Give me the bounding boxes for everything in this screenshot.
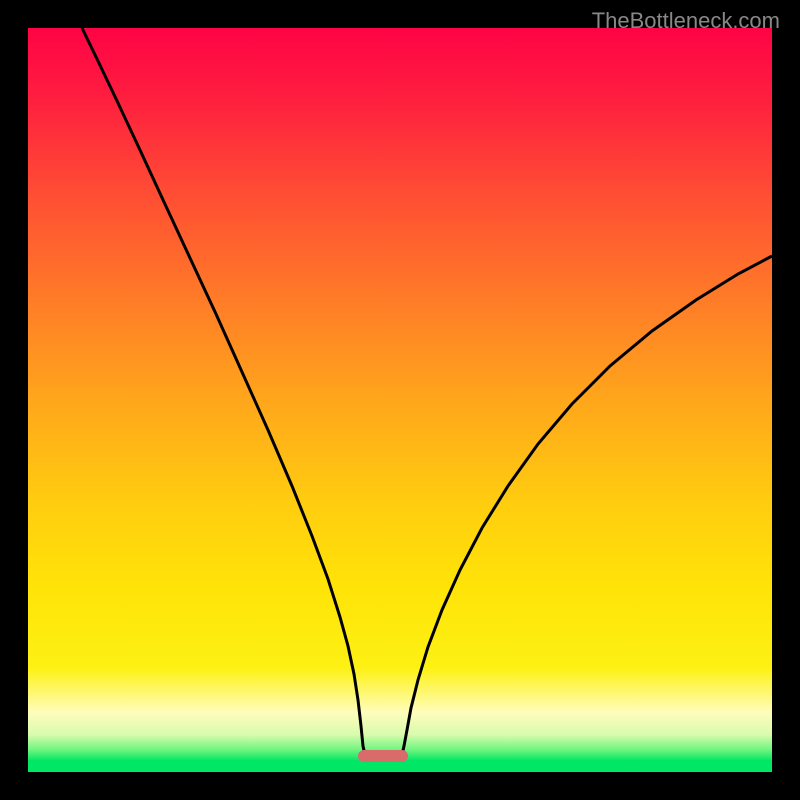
curve-right	[402, 256, 772, 755]
curve-svg	[28, 28, 772, 772]
chart-root: TheBottleneck.com	[0, 0, 800, 800]
vertex-marker	[358, 750, 408, 762]
plot-area	[28, 28, 772, 772]
curve-left	[82, 28, 365, 755]
